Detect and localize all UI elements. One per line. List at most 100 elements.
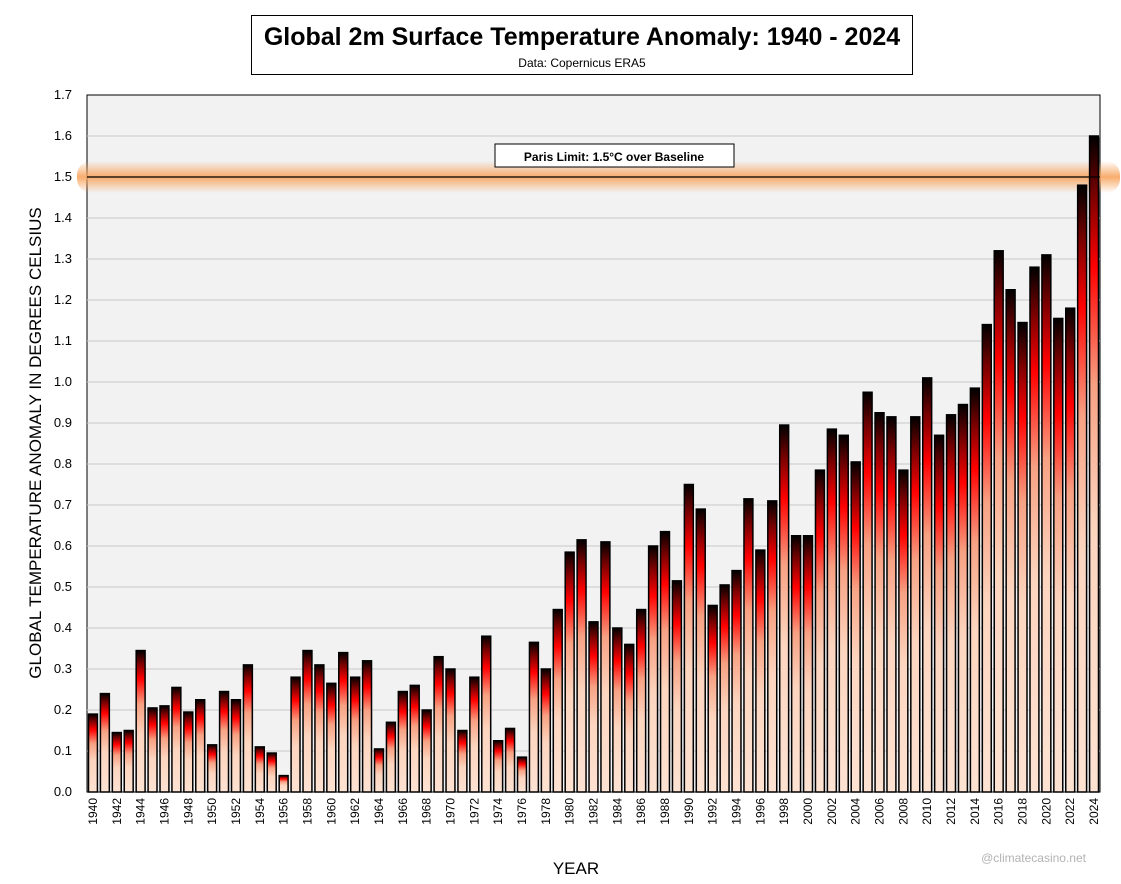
paris-limit-label: Paris Limit: 1.5°C over Baseline (524, 150, 705, 164)
paris-limit: Paris Limit: 1.5°C over Baseline (87, 143, 1100, 178)
bar-1953 (242, 664, 254, 793)
bar-2002 (826, 428, 838, 793)
x-tick-label: 1946 (157, 798, 171, 825)
bar-1975 (504, 727, 516, 793)
bar-2023 (1076, 184, 1088, 793)
x-axis-title: YEAR (553, 859, 599, 878)
bar-1976 (516, 756, 528, 793)
bar-2000 (802, 535, 814, 793)
bar-1971 (457, 729, 468, 793)
y-tick-label: 0.4 (54, 620, 72, 635)
x-tick-label: 2004 (849, 798, 863, 825)
x-tick-label: 2022 (1063, 798, 1077, 825)
x-tick-label: 1948 (181, 798, 195, 825)
bar-1967 (409, 684, 420, 793)
y-tick-label: 1.6 (54, 128, 72, 143)
x-tick-label: 2014 (968, 798, 982, 825)
bar-1974 (492, 740, 504, 793)
bar-1944 (135, 649, 146, 793)
x-tick-label: 1960 (324, 798, 338, 825)
bar-1993 (719, 584, 730, 793)
bar-1989 (671, 580, 683, 793)
x-tick-label: 2008 (896, 798, 910, 825)
bar-1962 (349, 676, 361, 793)
x-tick-label: 1992 (706, 798, 720, 825)
bar-2021 (1053, 317, 1064, 793)
x-tick-label: 1968 (420, 798, 434, 825)
x-tick-label: 1952 (229, 798, 243, 825)
y-tick-label: 0.2 (54, 702, 72, 717)
bar-1954 (254, 746, 266, 793)
bar-1987 (647, 545, 659, 793)
bar-1942 (111, 731, 123, 793)
bar-1981 (576, 539, 587, 793)
bar-1958 (302, 649, 313, 793)
chart-title: Global 2m Surface Temperature Anomaly: 1… (263, 23, 901, 51)
bar-1979 (552, 608, 563, 793)
watermark: @climatecasino.net (981, 851, 1087, 865)
bar-1972 (469, 676, 480, 793)
y-tick-label: 1.0 (54, 374, 72, 389)
bar-1969 (433, 655, 444, 793)
bar-1985 (624, 643, 635, 793)
bar-1949 (195, 699, 206, 793)
bar-1980 (564, 551, 575, 793)
bar-1963 (361, 660, 373, 793)
x-tick-label: 1974 (491, 798, 505, 825)
bar-1946 (159, 705, 170, 793)
y-axis-ticks: 0.0 0.1 0.2 0.3 0.4 0.5 0.6 0.7 0.8 0.9 1.0 1.1 1.2 1… (54, 87, 72, 799)
bar-1973 (481, 635, 492, 793)
x-tick-label: 1990 (682, 798, 696, 825)
bar-2008 (898, 469, 909, 793)
bar-2009 (910, 416, 921, 793)
bar-2022 (1064, 307, 1076, 793)
bar-2012 (945, 414, 957, 793)
x-tick-label: 1956 (277, 798, 291, 825)
bar-1940 (87, 713, 99, 793)
bar-2017 (1005, 289, 1016, 793)
bar-1965 (385, 721, 397, 793)
y-tick-label: 0.5 (54, 579, 72, 594)
x-tick-label: 1982 (587, 798, 601, 825)
chart-title-box: Global 2m Surface Temperature Anomaly: 1… (251, 15, 913, 75)
bar-2010 (921, 377, 933, 793)
x-tick-label: 1964 (372, 798, 386, 825)
x-axis-ticks: 1940 1942 1944 1946 1948 1950 1952 1954 1956 1958… (86, 798, 1101, 825)
bar-1991 (695, 508, 706, 793)
bar-1945 (147, 707, 158, 793)
bar-1968 (421, 709, 432, 793)
paris-limit-label-box (494, 143, 735, 168)
bar-1964 (373, 748, 385, 793)
y-axis-title: GLOBAL TEMPERATURE ANOMALY IN DEGREES CE… (26, 207, 45, 678)
x-tick-label: 2006 (873, 798, 887, 825)
bar-1994 (731, 569, 742, 793)
x-tick-label: 1944 (134, 798, 148, 825)
x-tick-label: 1986 (634, 798, 648, 825)
y-tick-label: 1.4 (54, 210, 72, 225)
x-tick-label: 2000 (801, 798, 815, 825)
bar-1956 (278, 774, 289, 793)
y-tick-label: 0.8 (54, 456, 72, 471)
bar-1984 (612, 627, 623, 793)
bar-1941 (99, 692, 111, 793)
x-tick-label: 1958 (300, 798, 314, 825)
bar-2015 (981, 323, 992, 793)
bar-1996 (755, 549, 766, 793)
x-tick-label: 1980 (563, 798, 577, 825)
x-tick-label: 1950 (205, 798, 219, 825)
bar-2016 (993, 250, 1004, 793)
bar-1983 (600, 541, 611, 793)
bar-1995 (743, 498, 754, 793)
x-tick-label: 2020 (1039, 798, 1053, 825)
bar-1960 (326, 682, 337, 793)
y-tick-label: 0.3 (54, 661, 72, 676)
bar-1986 (635, 608, 647, 793)
x-tick-label: 1942 (110, 798, 124, 825)
bar-2007 (886, 416, 897, 793)
bar-1988 (659, 530, 671, 793)
bar-1959 (314, 664, 325, 793)
x-tick-label: 1978 (539, 798, 553, 825)
bar-1948 (183, 711, 194, 793)
bar-1947 (171, 686, 182, 793)
y-tick-label: 0.1 (54, 743, 72, 758)
